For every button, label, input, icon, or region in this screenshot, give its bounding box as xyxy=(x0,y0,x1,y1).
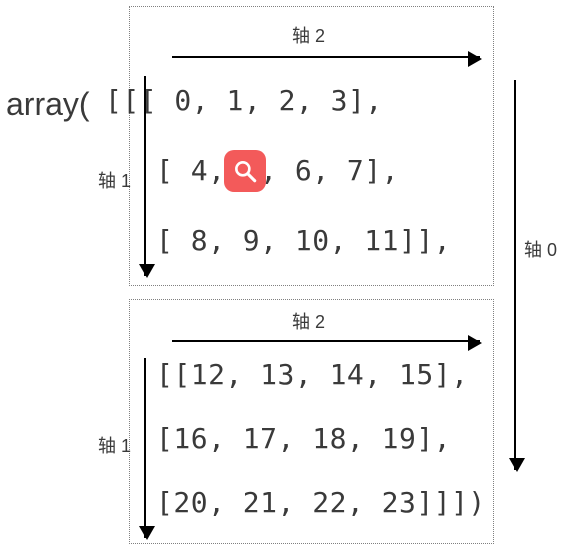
axis2-label-1: 轴 2 xyxy=(292,308,325,334)
axis2-arrow-0 xyxy=(172,56,480,58)
array-row-1-0: [[12, 13, 14, 15], xyxy=(156,358,468,391)
axis0-label: 轴 0 xyxy=(524,236,557,262)
array-keyword: array( xyxy=(6,86,90,123)
array-row-0-1: [ 4, 5, 6, 7], xyxy=(156,154,399,187)
watermark-badge xyxy=(224,150,266,192)
array-row-1-1: [16, 17, 18, 19], xyxy=(156,422,451,455)
axis1-label-0: 轴 1 xyxy=(98,167,131,193)
axis1-label-1: 轴 1 xyxy=(98,432,131,458)
array-row-0-0: [[[ 0, 1, 2, 3], xyxy=(105,84,383,117)
search-icon xyxy=(232,158,258,184)
axis2-arrow-1 xyxy=(172,340,480,342)
axis1-arrow-1 xyxy=(144,358,146,538)
axis2-label-0: 轴 2 xyxy=(292,22,325,48)
axis0-arrow xyxy=(514,80,516,470)
array-row-0-2: [ 8, 9, 10, 11]], xyxy=(156,224,451,257)
array-row-1-2: [20, 21, 22, 23]]]) xyxy=(156,486,486,519)
diagram-stage: array( 轴 2 轴 1 [[[ 0, 1, 2, 3], [ 4, 5, … xyxy=(0,0,573,551)
